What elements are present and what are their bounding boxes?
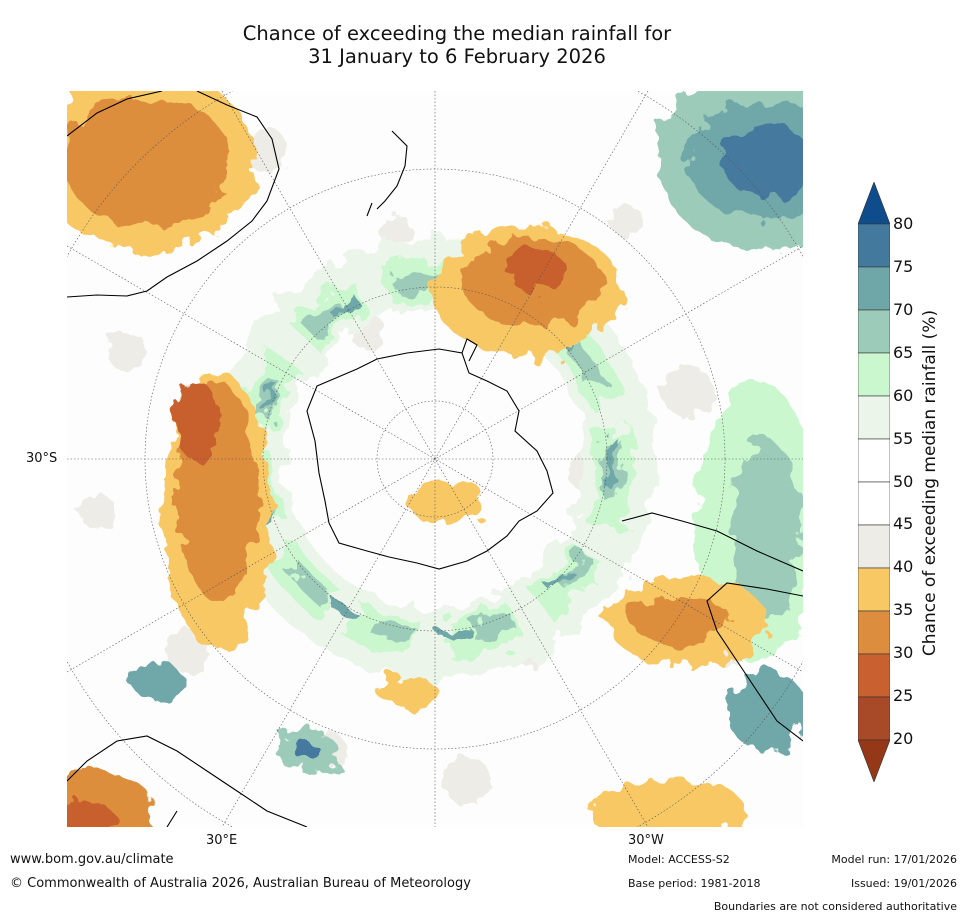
disclaimer-text: Boundaries are not considered authoritat…: [713, 900, 957, 913]
africa-coast: [67, 735, 308, 827]
colorbar-segment: [858, 567, 890, 612]
colorbar-segment: [858, 653, 890, 698]
colorbar-tick: 65: [893, 343, 914, 362]
colorbar-tick: 80: [893, 214, 914, 233]
colorbar-segment: [858, 352, 890, 397]
colorbar-top-arrow: [858, 182, 890, 225]
issued-text: Issued: 19/01/2026: [850, 877, 957, 890]
colorbar-tick: 50: [893, 472, 914, 491]
colorbar-segment: [858, 524, 890, 569]
colorbar-tick: 60: [893, 386, 914, 405]
map-title: Chance of exceeding the median rainfall …: [0, 22, 964, 68]
map-canvas: [67, 91, 803, 827]
colorbar-segment: [858, 223, 890, 268]
colorbar-tick: 45: [893, 514, 914, 533]
lon-label-30w: 30°W: [628, 833, 664, 848]
model-run-text: Model run: 17/01/2026: [831, 853, 957, 866]
colorbar-tick: 70: [893, 300, 914, 319]
model-text: Model: ACCESS-S2: [628, 853, 730, 866]
colorbar-segment: [858, 610, 890, 655]
colorbar-segment: [858, 395, 890, 440]
colorbar-tick: 55: [893, 429, 914, 448]
copyright-text: © Commonwealth of Australia 2026, Austra…: [10, 876, 471, 891]
title-line-2: 31 January to 6 February 2026: [308, 45, 606, 68]
wet-east: [131, 91, 803, 773]
south-america-coast: [621, 512, 803, 742]
title-line-1: Chance of exceeding the median rainfall …: [242, 22, 672, 45]
colorbar-segment: [858, 696, 890, 741]
lat-label-30s: 30°S: [26, 451, 58, 466]
base-period-text: Base period: 1981-2018: [628, 877, 761, 890]
antarctica-coast: [306, 348, 554, 570]
graticule: [67, 91, 803, 827]
colorbar: [858, 182, 890, 782]
colorbar-tick: 30: [893, 643, 914, 662]
colorbar-label: Chance of exceeding median rainfall (%): [920, 309, 940, 657]
colorbar-tick: 75: [893, 257, 914, 276]
new-zealand-coast: [366, 130, 408, 217]
coastlines: [67, 91, 803, 827]
dry-regions: [67, 91, 767, 827]
website-link[interactable]: www.bom.gov.au/climate: [10, 852, 174, 867]
colorbar-segment: [858, 266, 890, 311]
rainfall-map: [67, 91, 803, 827]
colorbar-bottom-arrow: [858, 739, 890, 782]
colorbar-segment: [858, 309, 890, 354]
lon-label-30e: 30°E: [206, 833, 238, 848]
colorbar-tick: 35: [893, 600, 914, 619]
colorbar-tick: 25: [893, 686, 914, 705]
colorbar-segment: [858, 481, 890, 526]
colorbar-tick: 20: [893, 729, 914, 748]
colorbar-segment: [858, 438, 890, 483]
colorbar-ticks: 80 75 70 65 60 55 50 45 40 35 30 25 20: [893, 0, 933, 919]
australia-coast: [67, 91, 280, 298]
colorbar-tick: 40: [893, 557, 914, 576]
